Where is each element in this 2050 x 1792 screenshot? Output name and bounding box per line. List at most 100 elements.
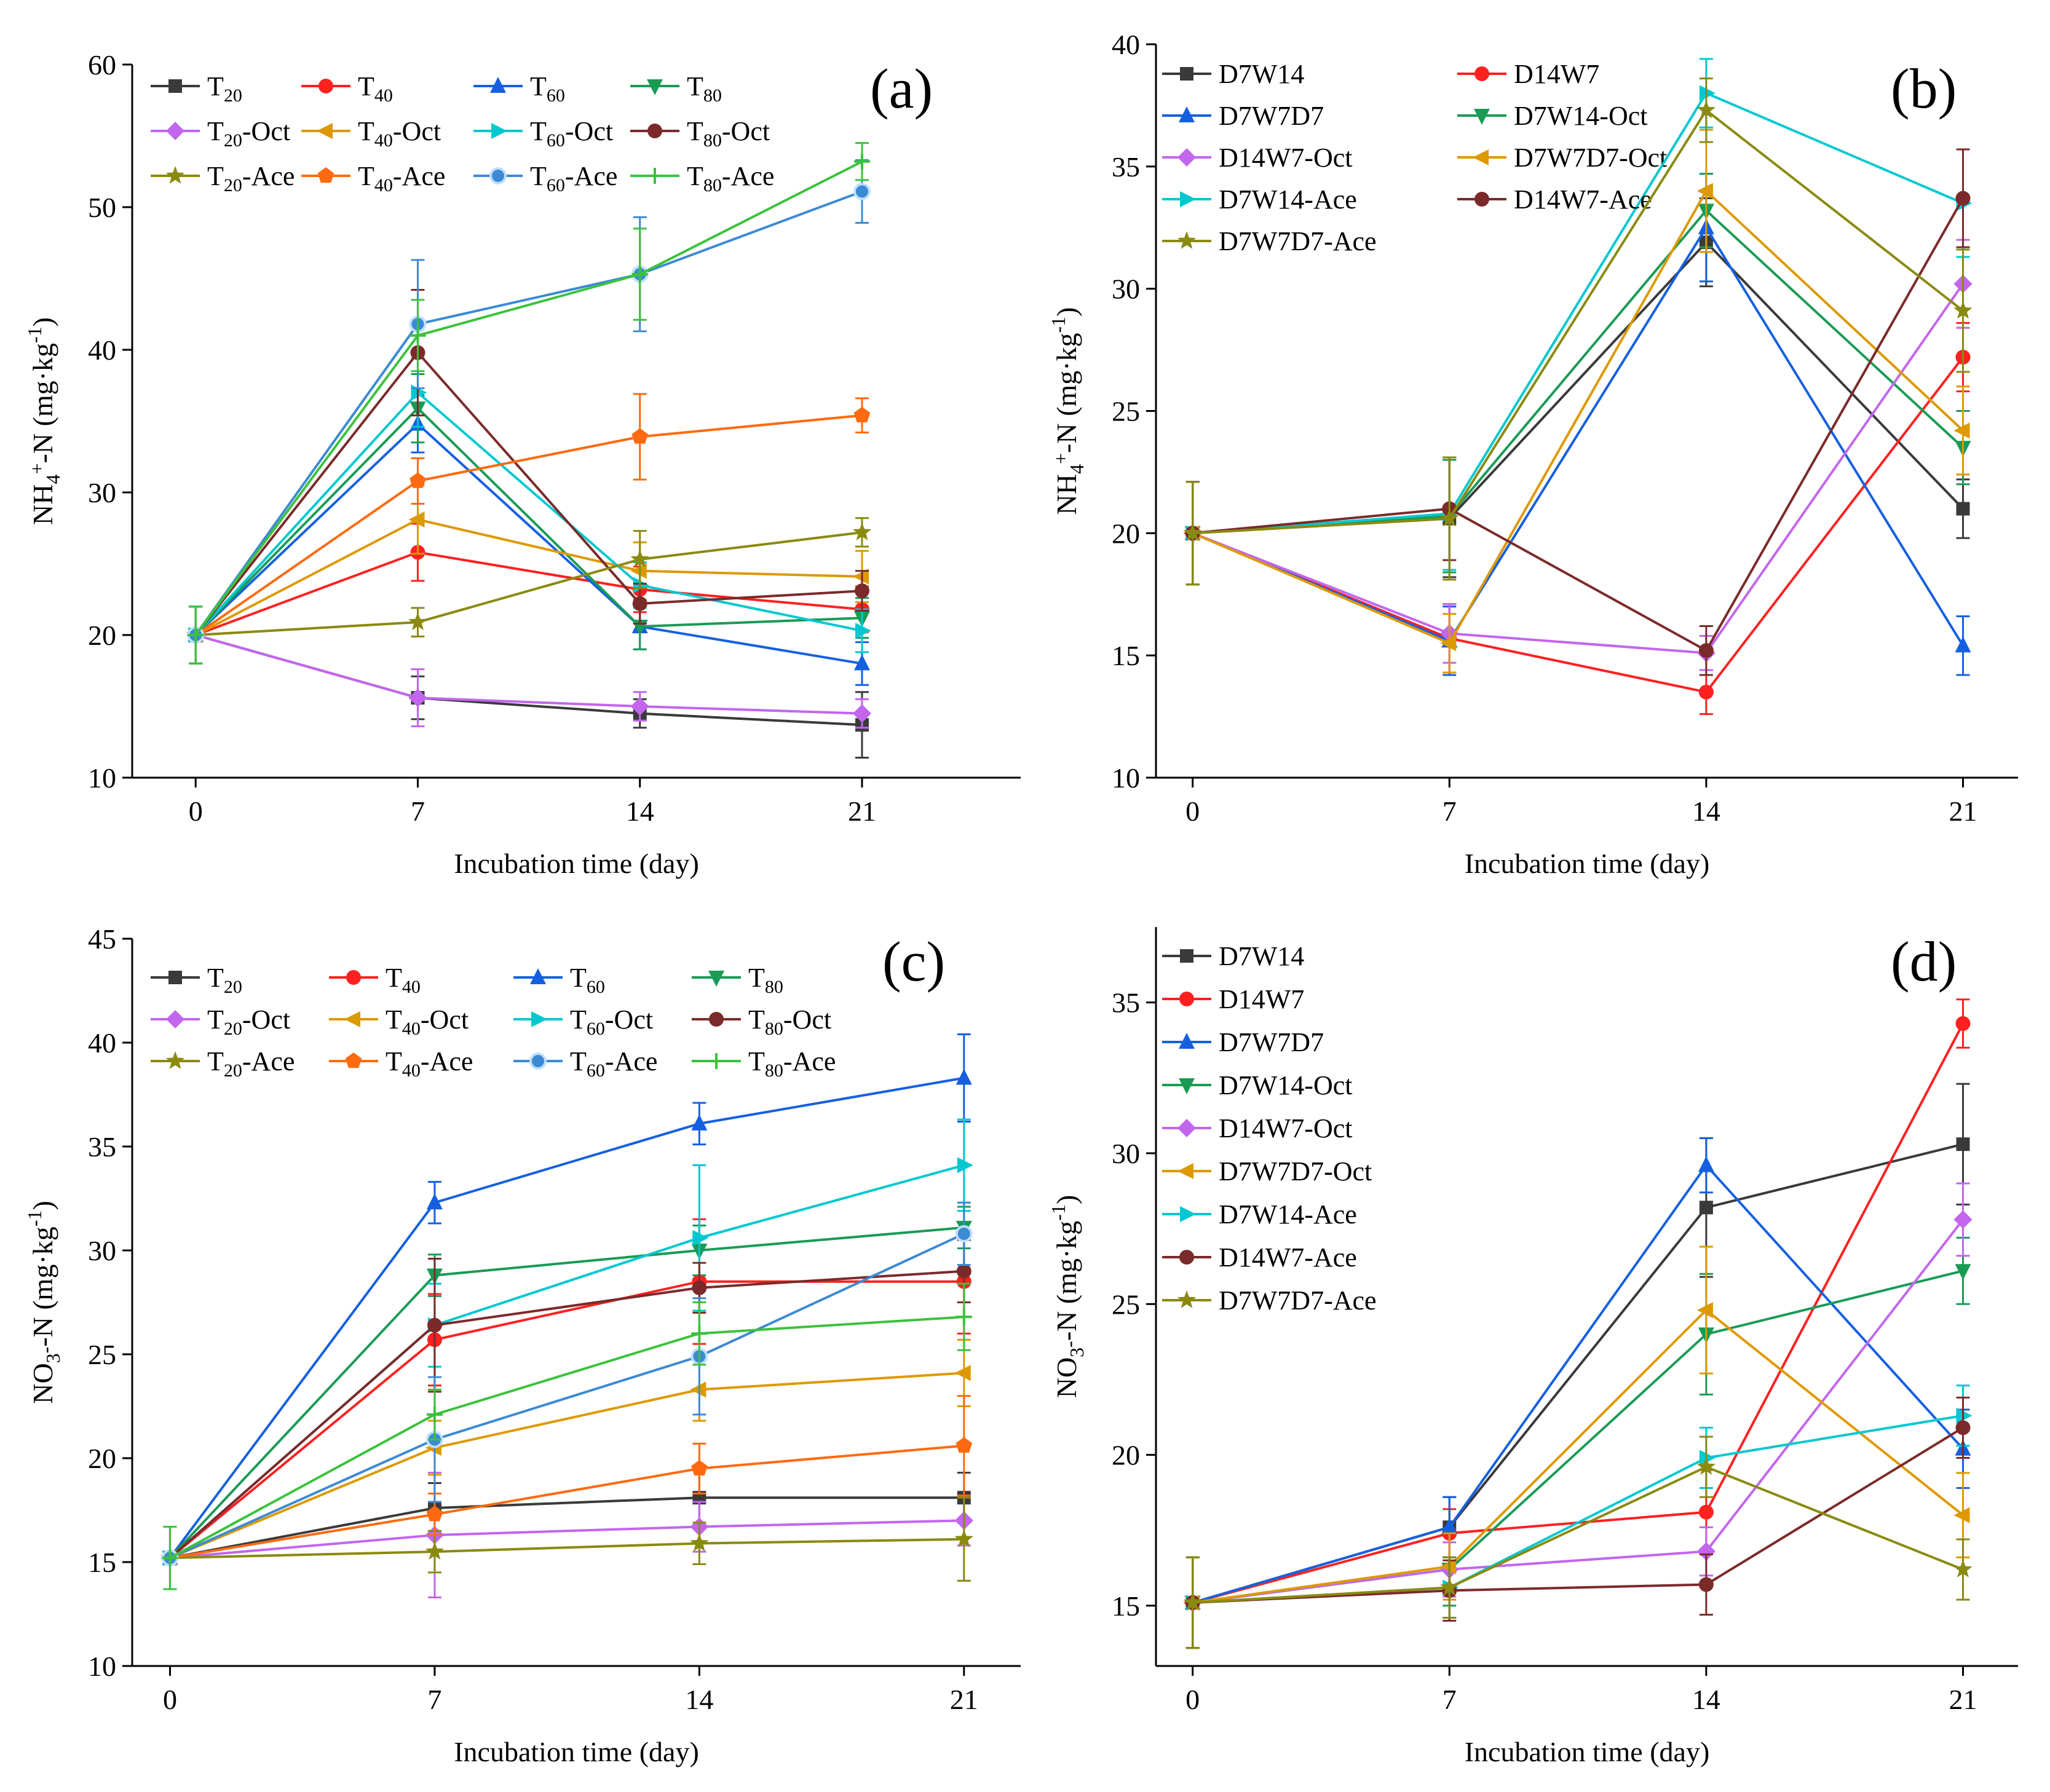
series-line (1192, 1163, 1964, 1604)
legend-entry: T60-Oct (473, 116, 613, 151)
legend-entry: D7W14-Ace (1162, 184, 1357, 215)
x-tick-label: 21 (848, 795, 876, 827)
y-tick-label: 45 (88, 923, 116, 955)
legend-entry: T60-Ace (473, 161, 617, 195)
series-line (195, 414, 863, 636)
data-point (853, 654, 870, 671)
series-line (1192, 1466, 1964, 1604)
data-point (1953, 1560, 1973, 1577)
legend-label: T80 (748, 963, 783, 997)
data-point (630, 550, 649, 567)
data-point (1953, 301, 1973, 319)
legend-label: D7W14-Oct (1219, 1070, 1353, 1100)
legend-entry: T60 (473, 71, 565, 106)
series-line (194, 390, 863, 636)
series-line (194, 190, 863, 636)
y-tick-label: 15 (1112, 640, 1140, 671)
x-tick-label: 14 (626, 795, 654, 827)
legend-label: D7W14-Ace (1219, 1199, 1357, 1230)
legend-label: D7W7D7-Oct (1219, 1156, 1372, 1186)
legend-entry: D7W14-Oct (1162, 1070, 1353, 1100)
legend-entry: D14W7-Oct (1162, 143, 1353, 173)
legend-marker (1180, 67, 1193, 81)
legend-entry: D7W14 (1162, 59, 1304, 89)
y-tick-label: 20 (1112, 1440, 1140, 1471)
data-point (1953, 1507, 1970, 1523)
data-point (1183, 523, 1202, 542)
legend-label: T80-Oct (748, 1005, 831, 1039)
legend-label: T80-Ace (687, 161, 774, 195)
series-line (1192, 1426, 1964, 1604)
legend-entry: T20-Ace (151, 1046, 295, 1081)
data-point (425, 1542, 445, 1560)
legend-entry: D14W7 (1162, 984, 1304, 1014)
data-point (955, 1225, 973, 1242)
data-point (408, 511, 425, 528)
series-line (169, 1316, 964, 1559)
legend-label: D7W7D7 (1219, 1027, 1324, 1057)
x-tick-label: 7 (1443, 795, 1457, 827)
data-point (1183, 1593, 1202, 1611)
svg-text:NH4+-N (mg·kg-1): NH4+-N (mg·kg-1) (23, 317, 64, 525)
legend-entry: T80-Oct (692, 1005, 831, 1039)
y-tick-label: 25 (88, 1339, 116, 1370)
x-tick-label: 7 (411, 795, 425, 827)
legend-label: T80 (687, 71, 722, 106)
legend-marker (166, 122, 184, 140)
legend-label: T20-Oct (207, 1005, 290, 1039)
legend-entry: D7W14-Ace (1162, 1199, 1357, 1230)
series-line (1192, 1308, 1964, 1604)
legend-label: T40 (358, 71, 393, 106)
legend-marker (647, 168, 663, 184)
y-tick-label: 30 (1112, 274, 1140, 305)
panel-letter: (c) (882, 930, 945, 993)
svg-text:NO3--N (mg·kg-1): NO3--N (mg·kg-1) (1047, 1195, 1088, 1399)
x-tick-label: 14 (685, 1684, 713, 1715)
legend-marker (317, 123, 333, 139)
legend-marker (1177, 148, 1196, 167)
panel-letter: (b) (1891, 57, 1957, 120)
y-tick-label: 40 (1112, 29, 1140, 60)
svg-text:NO3--N (mg·kg-1): NO3--N (mg·kg-1) (23, 1201, 64, 1404)
data-point (1696, 100, 1716, 119)
data-point (1698, 1504, 1714, 1520)
legend-entry: D7W7D7-Oct (1162, 1156, 1372, 1186)
data-point (631, 266, 648, 283)
legend-label: T60-Oct (530, 116, 613, 151)
y-tick-label: 35 (1112, 987, 1140, 1019)
data-point (630, 562, 647, 579)
series-line (169, 1372, 964, 1560)
y-tick-label: 35 (1112, 151, 1140, 183)
legend-label: T60-Oct (570, 1005, 653, 1039)
series-line (1192, 283, 1965, 655)
series-line (196, 531, 863, 636)
legend-entry: T60 (513, 963, 605, 997)
legend-entry: T20 (151, 963, 242, 997)
data-point (956, 1437, 973, 1453)
series-T80-Ace (162, 1282, 972, 1590)
legend-marker (489, 167, 507, 184)
y-tick-label: 30 (88, 1235, 116, 1266)
y-tick-label: 25 (1112, 1289, 1140, 1320)
legend-marker (345, 1052, 362, 1068)
data-point (1956, 1407, 1973, 1424)
data-point (1698, 1577, 1714, 1592)
legend-label: T20 (207, 71, 242, 106)
data-point (1699, 85, 1716, 101)
data-point (426, 1193, 443, 1210)
data-point (1955, 191, 1971, 206)
series-line (194, 422, 863, 665)
panel-letter: (a) (870, 57, 933, 120)
legend-label: D14W7 (1514, 59, 1599, 89)
legend-marker (319, 79, 333, 93)
series-line (170, 1496, 964, 1560)
legend-entry: T40-Oct (329, 1005, 469, 1039)
legend-label: T20-Oct (207, 116, 290, 151)
legend-label: D7W14 (1219, 59, 1304, 89)
data-point (692, 1280, 707, 1295)
legend-entry: T80 (692, 963, 783, 997)
legend-entry: D7W7D7 (1162, 1027, 1324, 1057)
legend-marker (1177, 1290, 1197, 1308)
legend-label: T20-Ace (207, 1046, 295, 1081)
data-point (1699, 1450, 1716, 1466)
